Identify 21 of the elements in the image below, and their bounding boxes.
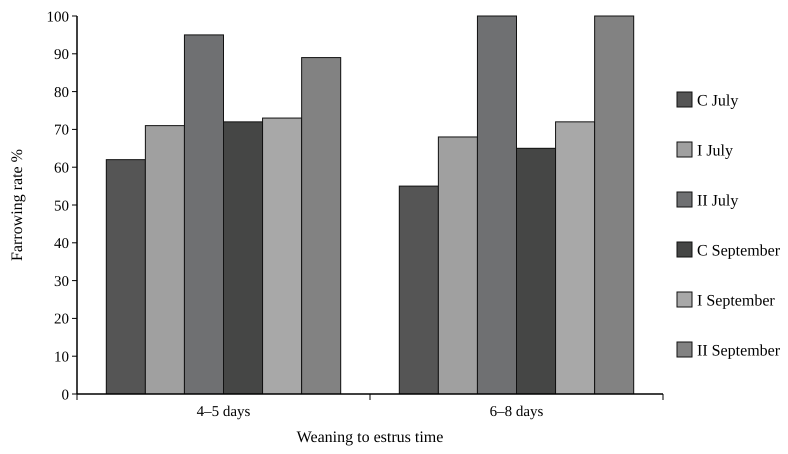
legend-label: C September [697, 242, 781, 260]
legend-label: II September [697, 342, 781, 360]
y-tick-label: 80 [54, 84, 69, 101]
y-tick-label: 90 [54, 47, 69, 64]
legend-label: II July [697, 192, 738, 210]
y-tick-label: 30 [54, 274, 69, 290]
x-tick-label: 6–8 days [490, 404, 544, 420]
legend-label: I September [697, 292, 776, 310]
y-tick-label: 60 [54, 160, 69, 176]
y-tick-label: 50 [54, 198, 69, 214]
y-tick-label: 40 [54, 236, 69, 252]
y-tick-label: 100 [46, 9, 69, 26]
y-tick-label: 10 [54, 349, 69, 366]
y-axis-title: Farrowing rate % [9, 149, 26, 261]
y-tick-label: 20 [54, 312, 69, 328]
y-tick-label: 0 [62, 387, 69, 404]
legend-label: C July [697, 92, 738, 110]
x-axis-title: Weaning to estrus time [296, 429, 444, 446]
y-tick-label: 70 [54, 122, 69, 139]
legend-label: I July [697, 142, 733, 160]
x-tick-label: 4–5 days [196, 404, 251, 420]
